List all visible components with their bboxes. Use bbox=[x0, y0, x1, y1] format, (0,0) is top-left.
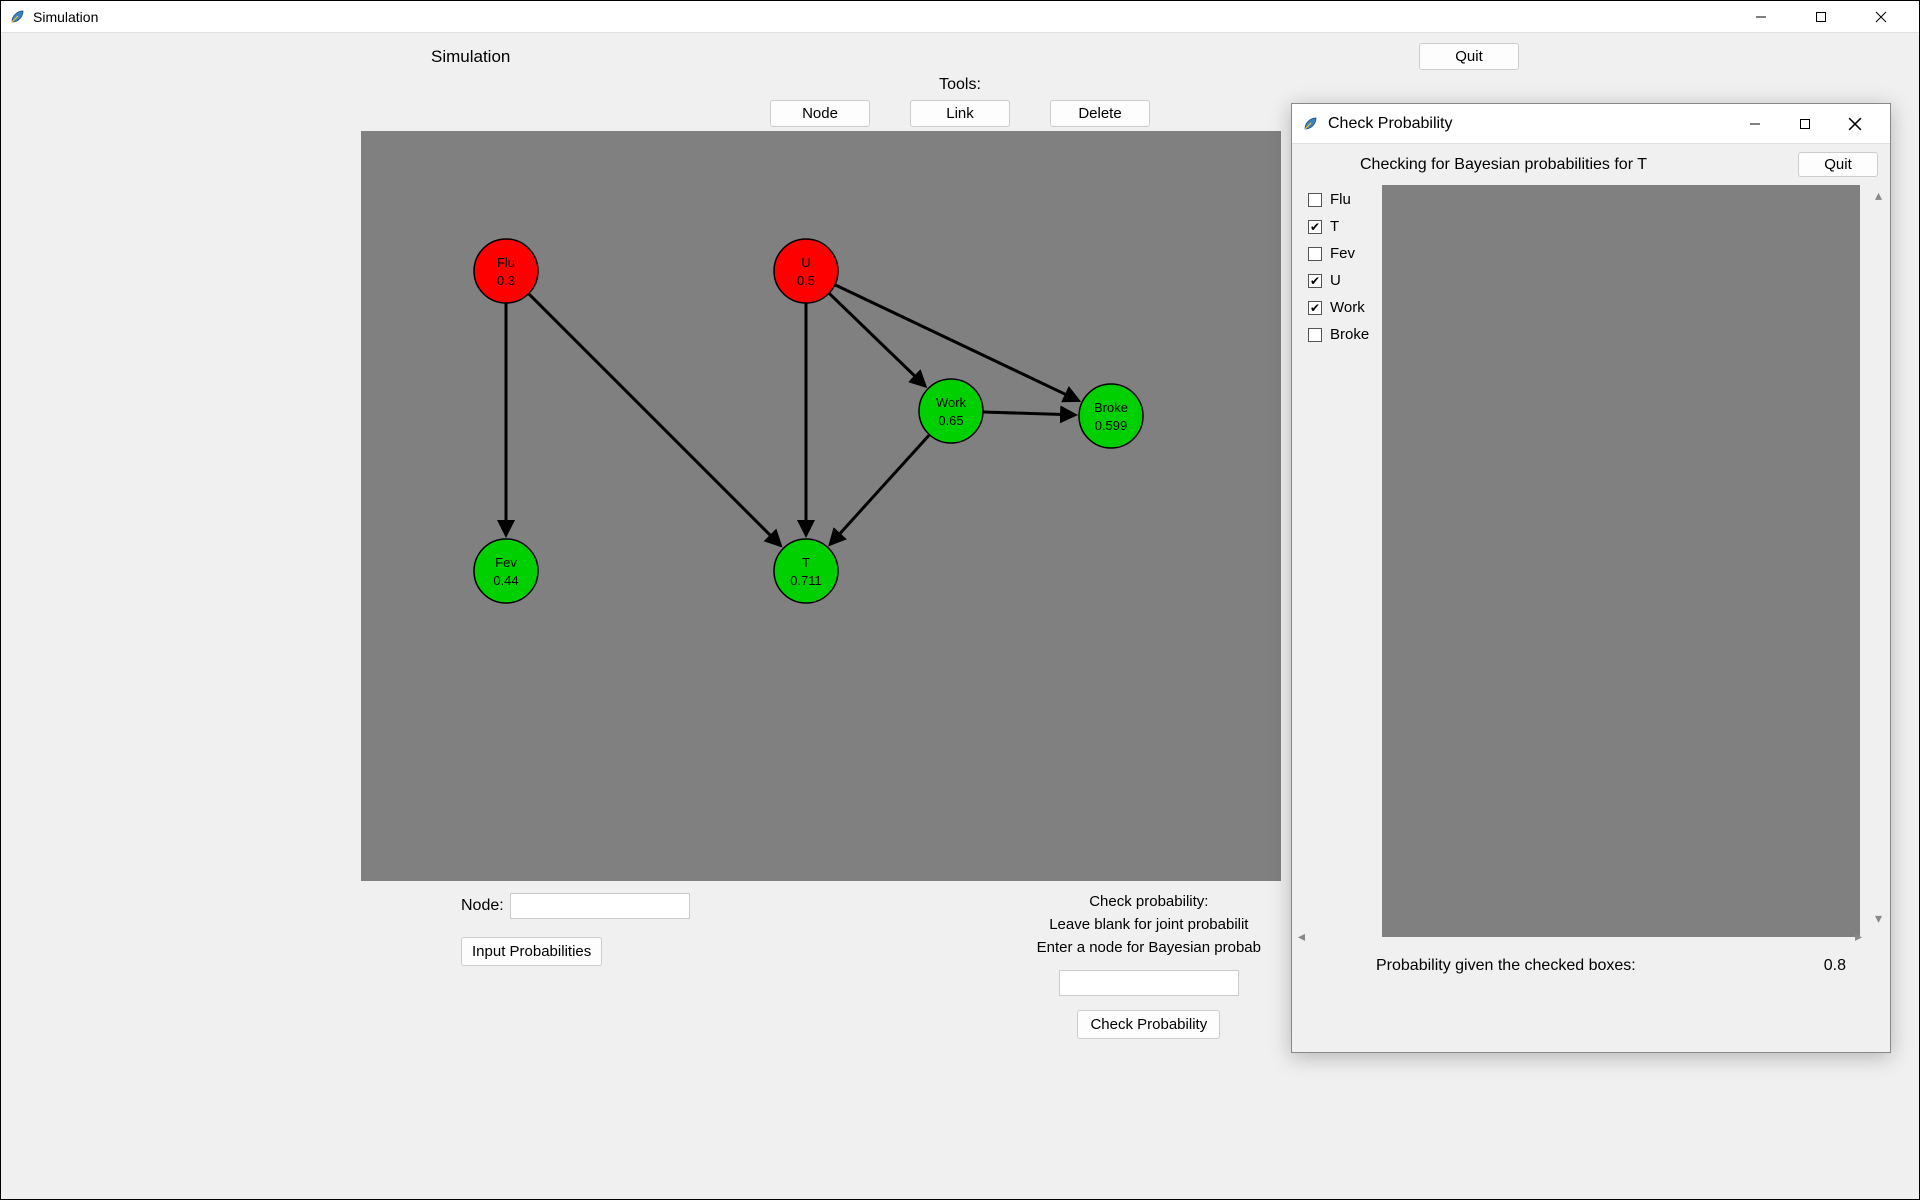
graph-node-flu[interactable]: Flu 0.3 bbox=[474, 239, 538, 303]
node-input[interactable] bbox=[510, 893, 690, 919]
node-input-row: Node: bbox=[461, 893, 690, 919]
graph-edge[interactable] bbox=[829, 293, 925, 386]
dialog-app-icon bbox=[1302, 116, 1318, 132]
checkbox-fev[interactable] bbox=[1308, 247, 1322, 261]
node-label: T bbox=[802, 555, 810, 570]
dialog-maximize-icon[interactable] bbox=[1780, 104, 1830, 144]
dialog-body: Flu✔TFev✔U✔WorkBroke ▴ ▾ ◂ ▸ bbox=[1292, 185, 1890, 945]
dialog-footer: Probability given the checked boxes: 0.8 bbox=[1292, 945, 1890, 987]
checkbox-row-work[interactable]: ✔ Work bbox=[1308, 299, 1369, 316]
footer-value: 0.8 bbox=[1824, 957, 1846, 975]
checkbox-label: Flu bbox=[1330, 191, 1351, 208]
node-label: Broke bbox=[1094, 400, 1128, 415]
graph-node-u[interactable]: U 0.5 bbox=[774, 239, 838, 303]
dialog-message: Checking for Bayesian probabilities for … bbox=[1360, 156, 1647, 174]
dialog-quit-button[interactable]: Quit bbox=[1798, 152, 1878, 177]
scroll-left-icon[interactable]: ◂ bbox=[1298, 928, 1305, 945]
footer-label: Probability given the checked boxes: bbox=[1376, 957, 1636, 975]
node-value: 0.711 bbox=[790, 573, 822, 588]
minimize-icon[interactable] bbox=[1731, 1, 1791, 33]
node-value: 0.44 bbox=[493, 573, 518, 588]
graph-canvas[interactable]: Flu 0.3 U 0.5 Fev 0.44 T 0.711 Work 0.65 Broke 0.59… bbox=[361, 131, 1281, 881]
graph-node-t[interactable]: T 0.711 bbox=[774, 539, 838, 603]
node-tool-button[interactable]: Node bbox=[770, 100, 870, 127]
node-label: U bbox=[801, 255, 810, 270]
scroll-up-icon[interactable]: ▴ bbox=[1875, 187, 1882, 204]
close-icon[interactable] bbox=[1851, 1, 1911, 33]
scroll-down-icon[interactable]: ▾ bbox=[1875, 910, 1882, 927]
node-input-label: Node: bbox=[461, 897, 504, 915]
node-value: 0.65 bbox=[938, 413, 963, 428]
check-prob-line1: Leave blank for joint probabilit bbox=[1049, 916, 1248, 933]
checkbox-row-broke[interactable]: Broke bbox=[1308, 326, 1369, 343]
graph-node-broke[interactable]: Broke 0.599 bbox=[1079, 384, 1143, 448]
check-probability-section: Check probability: Leave blank for joint… bbox=[1037, 893, 1261, 1039]
checkbox-flu[interactable] bbox=[1308, 193, 1322, 207]
check-probability-button[interactable]: Check Probability bbox=[1077, 1010, 1220, 1039]
node-label: Flu bbox=[497, 255, 515, 270]
dialog-title-bar: Check Probability bbox=[1292, 104, 1890, 144]
checkbox-t[interactable]: ✔ bbox=[1308, 220, 1322, 234]
checkbox-row-t[interactable]: ✔T bbox=[1308, 218, 1369, 235]
checkbox-row-fev[interactable]: Fev bbox=[1308, 245, 1369, 262]
simulation-label: Simulation bbox=[431, 47, 510, 67]
main-window: Simulation Simulation Quit Tools: Node L… bbox=[0, 0, 1920, 1200]
dialog-close-icon[interactable] bbox=[1830, 104, 1880, 144]
dialog-window-controls bbox=[1730, 104, 1880, 144]
graph-node-fev[interactable]: Fev 0.44 bbox=[474, 539, 538, 603]
checkbox-u[interactable]: ✔ bbox=[1308, 274, 1322, 288]
checkbox-label: U bbox=[1330, 272, 1341, 289]
graph-node-work[interactable]: Work 0.65 bbox=[919, 379, 983, 443]
checkbox-list: Flu✔TFev✔U✔WorkBroke bbox=[1302, 185, 1375, 353]
node-input-section: Node: Input Probabilities bbox=[461, 893, 690, 966]
checkbox-label: Fev bbox=[1330, 245, 1355, 262]
maximize-icon[interactable] bbox=[1791, 1, 1851, 33]
check-prob-input[interactable] bbox=[1059, 970, 1239, 996]
input-probabilities-button[interactable]: Input Probabilities bbox=[461, 937, 602, 966]
checkbox-label: Broke bbox=[1330, 326, 1369, 343]
scroll-right-icon[interactable]: ▸ bbox=[1855, 928, 1862, 945]
window-title: Simulation bbox=[33, 9, 98, 25]
checkbox-broke[interactable] bbox=[1308, 328, 1322, 342]
check-prob-header: Check probability: bbox=[1089, 893, 1208, 910]
link-tool-button[interactable]: Link bbox=[910, 100, 1010, 127]
header-row: Simulation Quit bbox=[1, 33, 1919, 70]
below-canvas: Node: Input Probabilities Check probabil… bbox=[361, 893, 1281, 1039]
node-value: 0.5 bbox=[797, 273, 815, 288]
dialog-gray-panel bbox=[1382, 185, 1860, 937]
node-value: 0.599 bbox=[1095, 418, 1128, 433]
quit-button[interactable]: Quit bbox=[1419, 43, 1519, 70]
node-label: Fev bbox=[495, 555, 517, 570]
title-bar: Simulation bbox=[1, 1, 1919, 33]
app-icon bbox=[9, 9, 25, 25]
graph-edge[interactable] bbox=[830, 435, 929, 545]
checkbox-row-flu[interactable]: Flu bbox=[1308, 191, 1369, 208]
tools-label: Tools: bbox=[1, 76, 1919, 94]
graph-edge[interactable] bbox=[983, 412, 1075, 415]
graph-svg: Flu 0.3 U 0.5 Fev 0.44 T 0.711 Work 0.65 Broke 0.59… bbox=[361, 131, 1281, 881]
checkbox-row-u[interactable]: ✔U bbox=[1308, 272, 1369, 289]
graph-edge[interactable] bbox=[529, 294, 781, 546]
dialog-minimize-icon[interactable] bbox=[1730, 104, 1780, 144]
checkbox-label: Work bbox=[1330, 299, 1365, 316]
delete-tool-button[interactable]: Delete bbox=[1050, 100, 1150, 127]
dialog-title: Check Probability bbox=[1328, 115, 1453, 133]
checkbox-work[interactable]: ✔ bbox=[1308, 301, 1322, 315]
checkbox-label: T bbox=[1330, 218, 1339, 235]
window-controls bbox=[1731, 1, 1911, 33]
check-probability-dialog: Check Probability Checking for Bayesian … bbox=[1291, 103, 1891, 1053]
node-value: 0.3 bbox=[497, 273, 515, 288]
check-prob-line2: Enter a node for Bayesian probab bbox=[1037, 939, 1261, 956]
dialog-header: Checking for Bayesian probabilities for … bbox=[1292, 144, 1890, 185]
node-label: Work bbox=[936, 395, 967, 410]
